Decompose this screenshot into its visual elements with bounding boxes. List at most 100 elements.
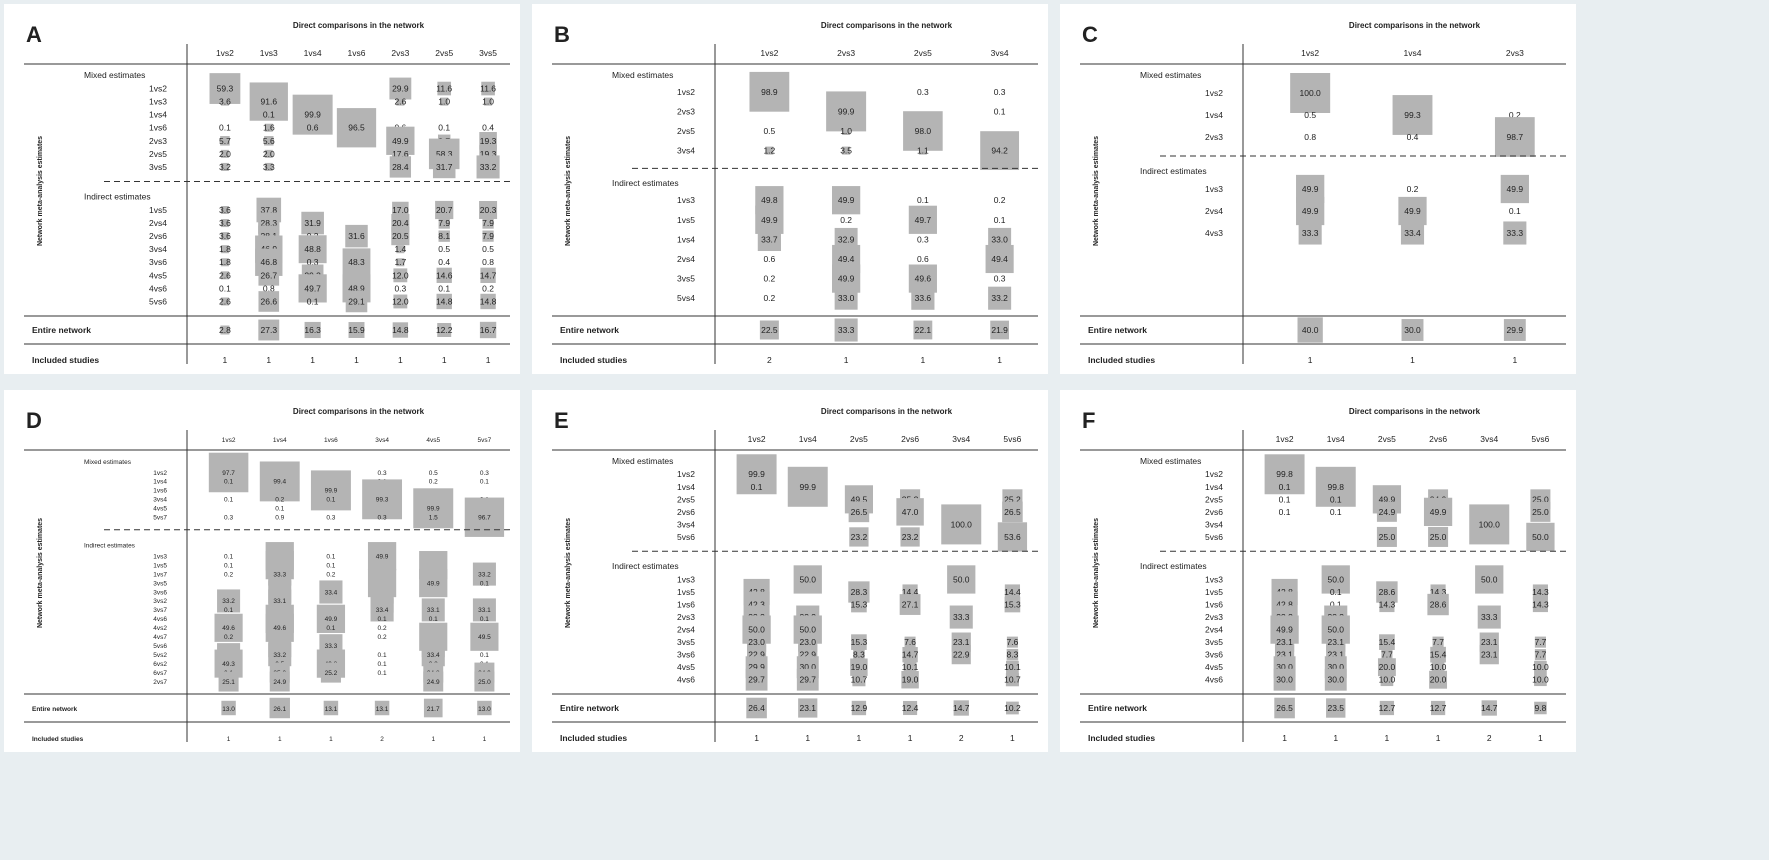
contribution-box [749,71,790,112]
cell-value: 1.1 [917,146,929,156]
cell-value: 1.0 [840,126,852,136]
cell-value: 29.9 [392,84,409,94]
contribution-box [336,108,377,148]
entire-network-label: Entire network [32,325,91,335]
cell-value: 10.0 [1379,675,1396,685]
contribution-box [896,498,924,526]
cell-value: 30.0 [799,662,816,672]
contribution-box [220,97,229,106]
cell-value: 49.9 [376,553,389,560]
cell-value: 23.1 [953,637,970,647]
row-label: 4vs5 [677,662,695,672]
cell-value: 0.1 [438,123,450,133]
cell-value: 20.3 [480,205,497,215]
cell-value: 0.1 [326,562,335,569]
contribution-box [249,82,288,121]
contribution-box [1526,522,1555,552]
cell-value: 99.9 [799,482,816,492]
row-label: 1vs5 [153,562,167,569]
cell-value: 28.6 [1430,600,1447,610]
cell-value: 0.1 [1279,482,1291,492]
contribution-box [480,267,496,284]
row-label: 4vs2 [153,625,167,632]
cell-value: 14.7 [902,650,919,660]
row-label: 2vs5 [1205,494,1223,504]
cell-value: 19.3 [480,149,497,159]
cell-value: 27.1 [902,600,919,610]
cell-value: 49.9 [761,215,778,225]
network-box [913,320,933,340]
included-studies-value: 1 [442,355,447,365]
contribution-box [850,658,868,676]
column-header: 2vs5 [850,434,868,444]
contribution-box [423,671,444,692]
network-box [258,319,280,341]
network-box [374,700,390,716]
cell-value: 23.1 [1276,637,1293,647]
row-label: 3vs7 [153,607,167,614]
row-label: 2vs6 [149,231,167,241]
row-label: 1vs5 [1205,587,1223,597]
row-label: 1vs6 [149,123,167,133]
row-label: 5vs7 [153,515,167,522]
y-axis-label: Network meta-analysis estimates [1093,136,1100,246]
cell-value: 0.1 [307,296,319,306]
cell-value: 0.5 [482,244,494,254]
cell-value: 31.6 [348,231,365,241]
cell-value: 23.1 [1276,650,1293,660]
chart-title: Direct comparisons in the network [821,21,953,30]
cell-value: 25.0 [1430,532,1447,542]
cell-value: 7.7 [1535,650,1547,660]
cell-value: 14.3 [1532,600,1549,610]
row-label: 4vs5 [149,270,167,280]
cell-value: 0.3 [480,470,489,477]
cell-value: 7.7 [1432,637,1444,647]
cell-value: 24.9 [1379,507,1396,517]
column-header: 2vs3 [391,48,409,58]
included-studies-value: 1 [1385,733,1390,743]
row-label: 1vs6 [1205,600,1223,610]
contribution-box [787,466,828,507]
cell-value: 49.6 [222,625,235,632]
cell-value: 29.9 [748,662,765,672]
cell-value: 17.0 [392,205,409,215]
column-header: 5vs6 [1003,434,1021,444]
contribution-box [1392,95,1433,135]
included-studies-value: 1 [1010,733,1015,743]
cell-value: 0.2 [378,625,387,632]
panel-letter: F [1082,408,1095,433]
cell-value: 48.3 [348,257,365,267]
entire-network-value: 14.8 [392,325,409,335]
cell-value: 49.9 [1507,184,1524,194]
cell-value: 20.5 [392,231,409,241]
entire-network-value: 26.4 [748,703,765,713]
network-box [221,700,236,716]
cell-value: 42.8 [1276,600,1293,610]
cell-value: 7.9 [438,218,450,228]
included-studies-value: 1 [486,355,491,365]
cell-value: 20.4 [392,218,409,228]
row-label: 4vs5 [153,506,167,513]
cell-value: 33.1 [273,598,286,605]
network-box [953,700,969,716]
row-label: 3vs5 [677,637,695,647]
included-studies-label: Included studies [32,355,99,365]
group-label: Mixed estimates [1140,456,1201,466]
contribution-box [980,131,1020,171]
cell-value: 49.9 [392,136,409,146]
cell-value: 12.0 [392,296,409,306]
row-label: 4vs3 [1205,228,1223,238]
entire-network-value: 12.7 [1430,703,1447,713]
contribution-box [851,596,867,613]
cell-value: 0.1 [224,497,233,504]
group-label: Mixed estimates [612,70,673,80]
cell-value: 10.7 [1004,675,1021,685]
entire-network-value: 12.4 [902,703,919,713]
contribution-box [1532,584,1548,600]
contribution-box [220,271,229,280]
network-box [759,320,779,340]
cell-value: 50.0 [1532,532,1549,542]
cell-value: 33.4 [325,589,338,596]
cell-value: 25.2 [1004,494,1021,504]
cell-value: 25.1 [222,679,235,686]
